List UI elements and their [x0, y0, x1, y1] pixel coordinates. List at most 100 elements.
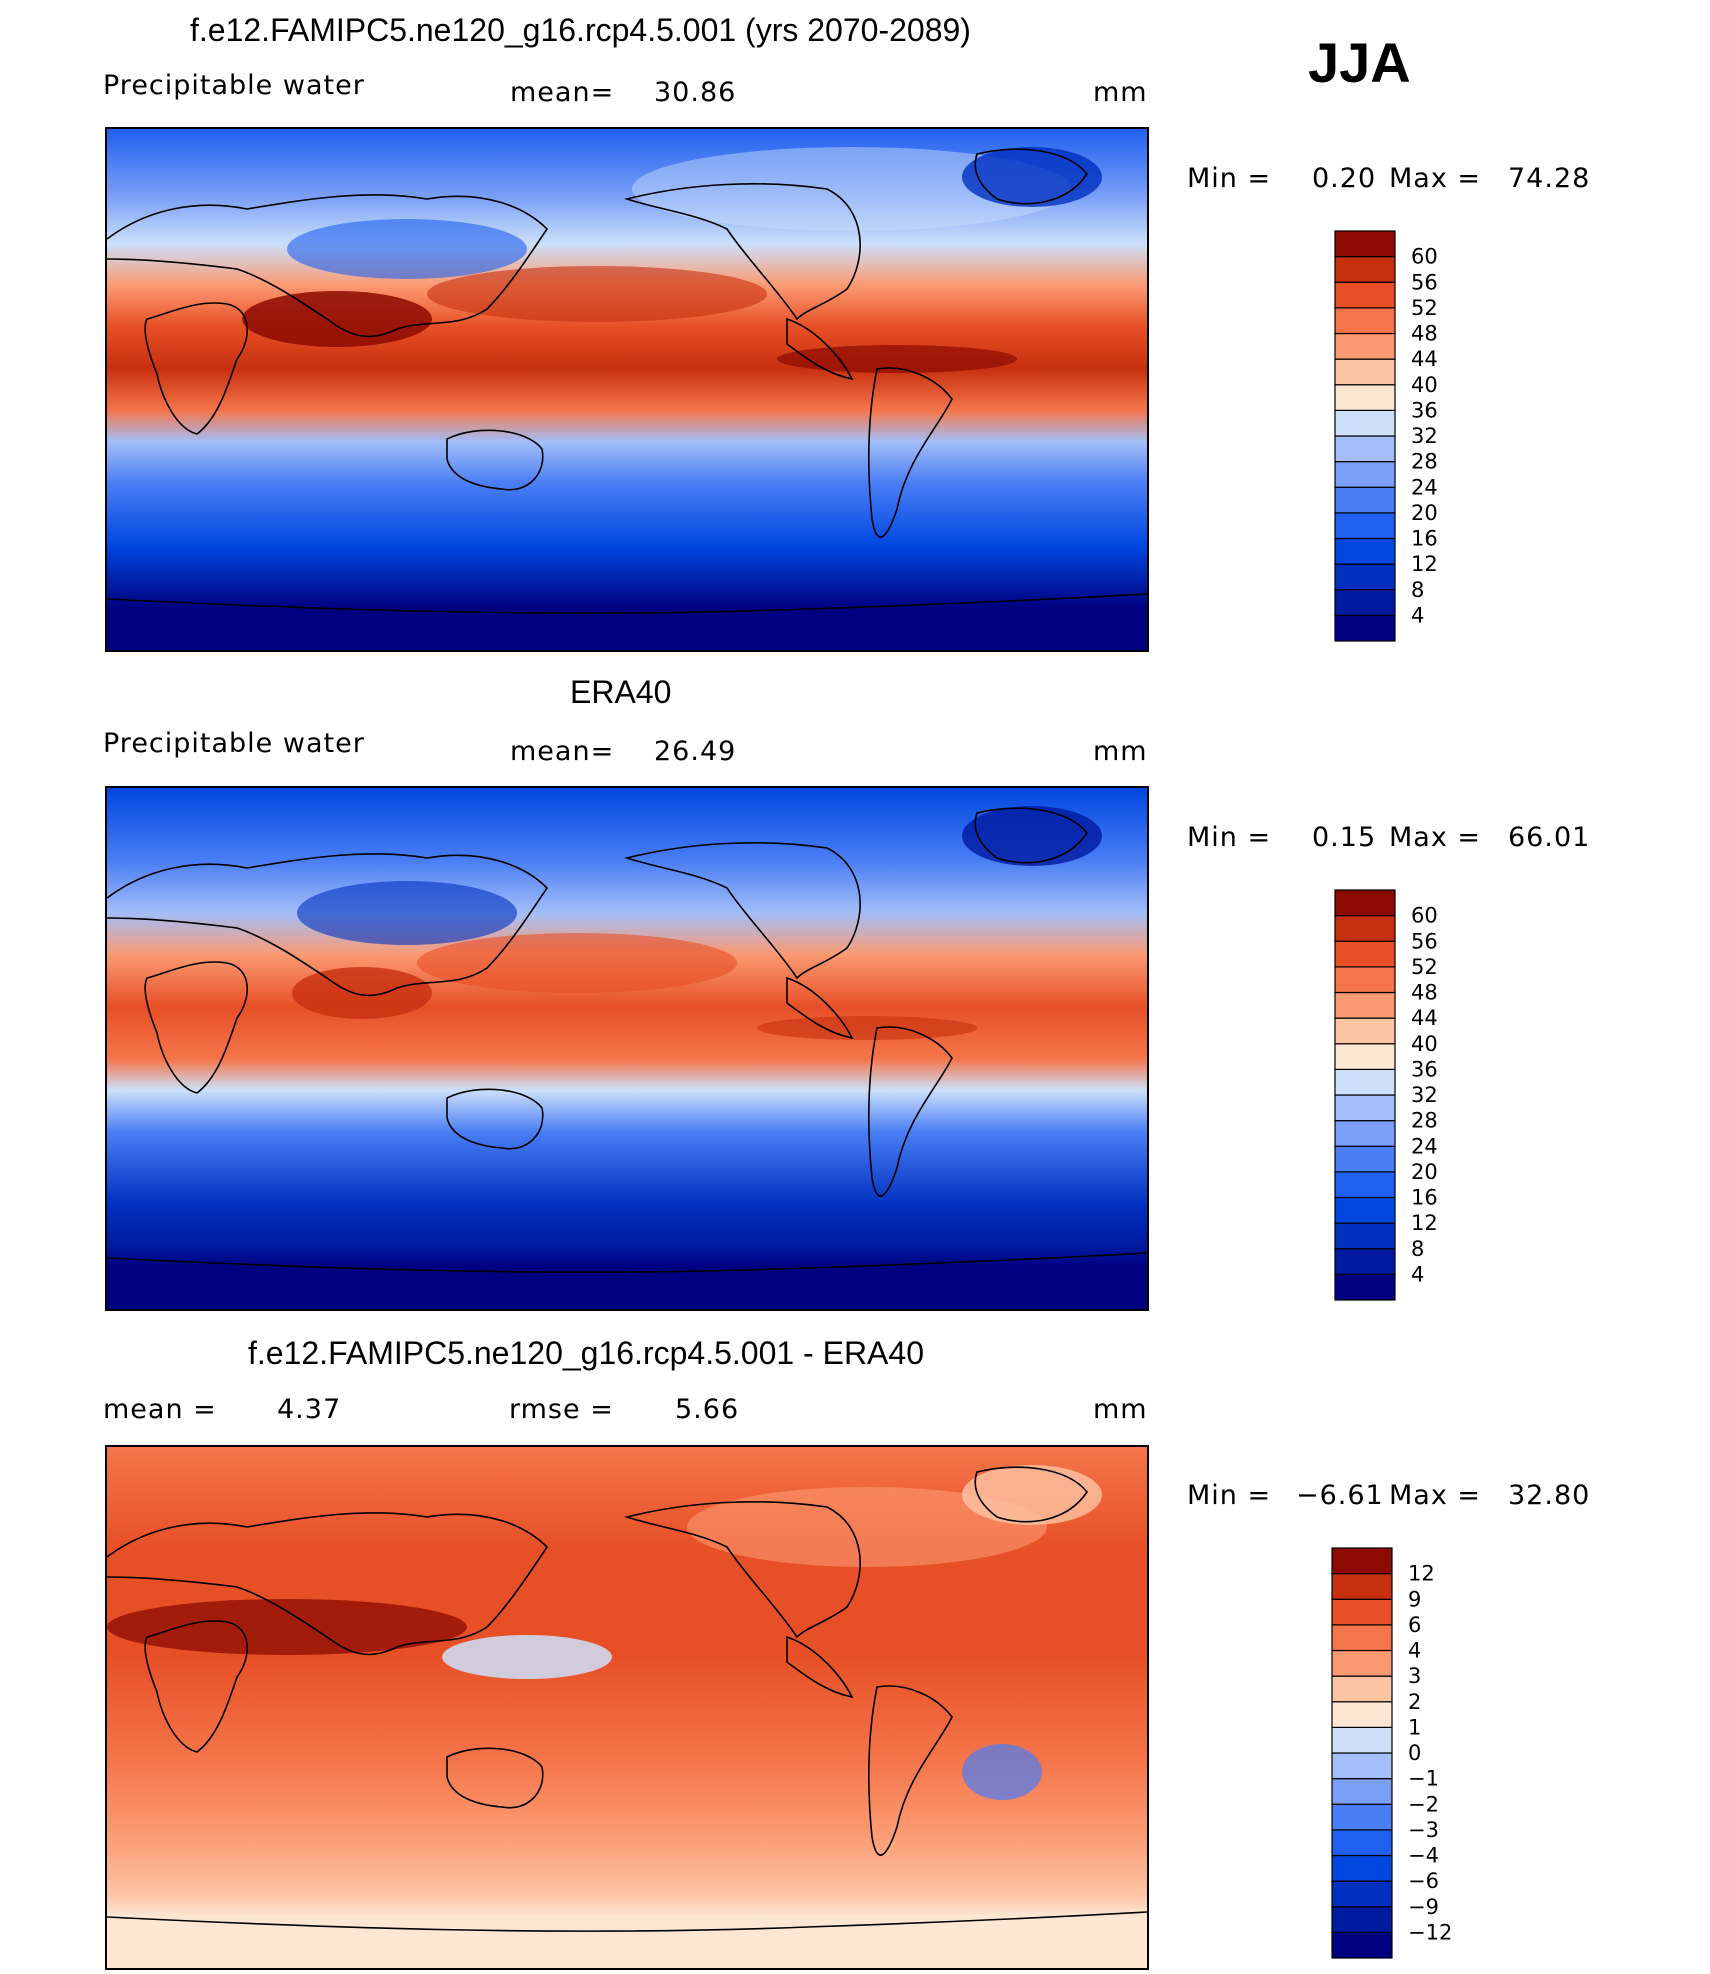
colorbar-label: 52	[1411, 296, 1438, 320]
colorbar-box	[1334, 915, 1396, 942]
colorbar-label: 16	[1411, 1186, 1438, 1210]
panel-obs-map	[105, 786, 1149, 1311]
colorbar-box	[1334, 256, 1396, 283]
colorbar-box	[1331, 1752, 1393, 1780]
panel-model-map-canvas	[107, 129, 1147, 650]
colorbar-label: 1	[1408, 1715, 1421, 1739]
season-label: JJA	[1308, 31, 1411, 94]
colorbar-box	[1334, 307, 1396, 335]
panel-model-max-value: 74.28	[1508, 163, 1591, 194]
colorbar-box	[1331, 1931, 1393, 1959]
colorbar-label: 20	[1411, 1160, 1438, 1184]
field-north-pacific	[632, 147, 1072, 231]
panel-obs-min-label: Min =	[1187, 822, 1272, 853]
colorbar-label: −12	[1408, 1920, 1452, 1944]
colorbar-label: 32	[1411, 424, 1438, 448]
panel-obs-colorbar: 60 56 52 48 44 40 36 32 28 24 20 16 12 8 4	[1333, 888, 1533, 1302]
panel-diff-map-canvas	[107, 1447, 1147, 1968]
colorbar-label: 2	[1408, 1690, 1421, 1714]
panel-model-title: f.e12.FAMIPC5.ne120_g16.rcp4.5.001 (yrs …	[190, 12, 971, 48]
colorbar-label: 16	[1411, 527, 1438, 551]
field-maritime-negative	[442, 1635, 612, 1679]
panel-diff-colorbar: 12 9 6 4 3 2 1 0 −1 −2 −3 −4 −6 −9 −12	[1330, 1546, 1530, 1960]
colorbar-label: 12	[1411, 552, 1438, 576]
colorbar-label: 9	[1408, 1587, 1421, 1611]
panel-obs-units: mm	[1093, 736, 1148, 767]
field-greenland	[962, 147, 1102, 207]
colorbar-label: −3	[1408, 1818, 1439, 1842]
colorbar-label: 0	[1408, 1741, 1421, 1765]
field-south-asia-max	[292, 967, 432, 1019]
field-subtropical-max	[107, 1599, 467, 1655]
colorbar-label: 48	[1411, 981, 1438, 1005]
colorbar-box	[1334, 384, 1396, 411]
panel-obs-max-value: 66.01	[1508, 822, 1591, 853]
panel-diff-mean-value: 4.37	[277, 1394, 342, 1425]
colorbar-box	[1334, 1043, 1396, 1070]
colorbar-label: 8	[1411, 1237, 1424, 1261]
panel-model-variable-label: Precipitable water	[103, 70, 365, 101]
colorbar-box	[1334, 486, 1396, 514]
colorbar-box	[1331, 1778, 1393, 1805]
colorbar-label: 12	[1408, 1562, 1435, 1586]
colorbar-box	[1331, 1701, 1393, 1728]
field-south-asia-max	[242, 291, 432, 347]
colorbar-label: 4	[1411, 603, 1424, 627]
field-background	[107, 788, 1147, 1309]
field-greenland	[962, 1465, 1102, 1525]
colorbar-box	[1334, 230, 1396, 258]
colorbar-label: 6	[1408, 1613, 1421, 1637]
panel-model-colorbar: 60 56 52 48 44 40 36 32 28 24 20 16 12 8 4	[1333, 229, 1533, 643]
colorbar-label: 36	[1411, 1057, 1438, 1081]
colorbar-label: 24	[1411, 475, 1438, 499]
field-pacific-warm-pool	[417, 933, 737, 993]
colorbar-label: 40	[1411, 373, 1438, 397]
colorbar-label: 20	[1411, 501, 1438, 525]
colorbar-box	[1331, 1649, 1393, 1677]
colorbar-box	[1334, 614, 1396, 642]
colorbar-box	[1334, 1248, 1396, 1275]
colorbar-box	[1334, 512, 1396, 540]
panel-obs-variable-label: Precipitable water	[103, 728, 365, 759]
colorbar-box	[1334, 537, 1396, 565]
colorbar-box	[1334, 1145, 1396, 1173]
colorbar-box	[1331, 1624, 1393, 1652]
colorbar-label: 24	[1411, 1134, 1438, 1158]
field-background	[107, 129, 1147, 650]
panel-obs-title: ERA40	[570, 674, 672, 710]
colorbar-label: 4	[1408, 1639, 1421, 1663]
colorbar-label: 40	[1411, 1032, 1438, 1056]
panel-diff-min-value: −6.61	[1296, 1480, 1384, 1511]
colorbar-box	[1334, 1068, 1396, 1096]
colorbar-label: 36	[1411, 398, 1438, 422]
colorbar-box	[1334, 1196, 1396, 1224]
panel-obs-map-canvas	[107, 788, 1147, 1309]
panel-diff-mean-label: mean =	[103, 1394, 217, 1425]
colorbar-box	[1331, 1726, 1393, 1754]
colorbar-label: 44	[1411, 1006, 1438, 1030]
panel-diff-map	[105, 1445, 1149, 1970]
field-south-america-negative	[962, 1744, 1042, 1800]
colorbar-box	[1334, 461, 1396, 488]
colorbar-box	[1334, 563, 1396, 591]
colorbar-label: 56	[1411, 929, 1438, 953]
panel-model-units: mm	[1093, 77, 1148, 108]
colorbar-box	[1334, 409, 1396, 437]
panel-model-min-value: 0.20	[1312, 163, 1377, 194]
panel-model-max-label: Max =	[1389, 163, 1482, 194]
colorbar-label: 60	[1411, 245, 1438, 269]
colorbar-label: 4	[1411, 1262, 1424, 1286]
field-north-pacific	[687, 1487, 1047, 1567]
colorbar-box	[1334, 1094, 1396, 1122]
colorbar-box	[1334, 1273, 1396, 1301]
panel-obs-mean-label: mean=	[510, 736, 615, 767]
colorbar-box	[1334, 1171, 1396, 1199]
colorbar-box	[1331, 1803, 1393, 1831]
colorbar-box	[1334, 281, 1396, 309]
colorbar-label: 28	[1411, 450, 1438, 474]
field-itcz	[777, 345, 1017, 373]
colorbar-box	[1334, 435, 1396, 463]
panel-diff-max-label: Max =	[1389, 1480, 1482, 1511]
colorbar-label: 56	[1411, 270, 1438, 294]
